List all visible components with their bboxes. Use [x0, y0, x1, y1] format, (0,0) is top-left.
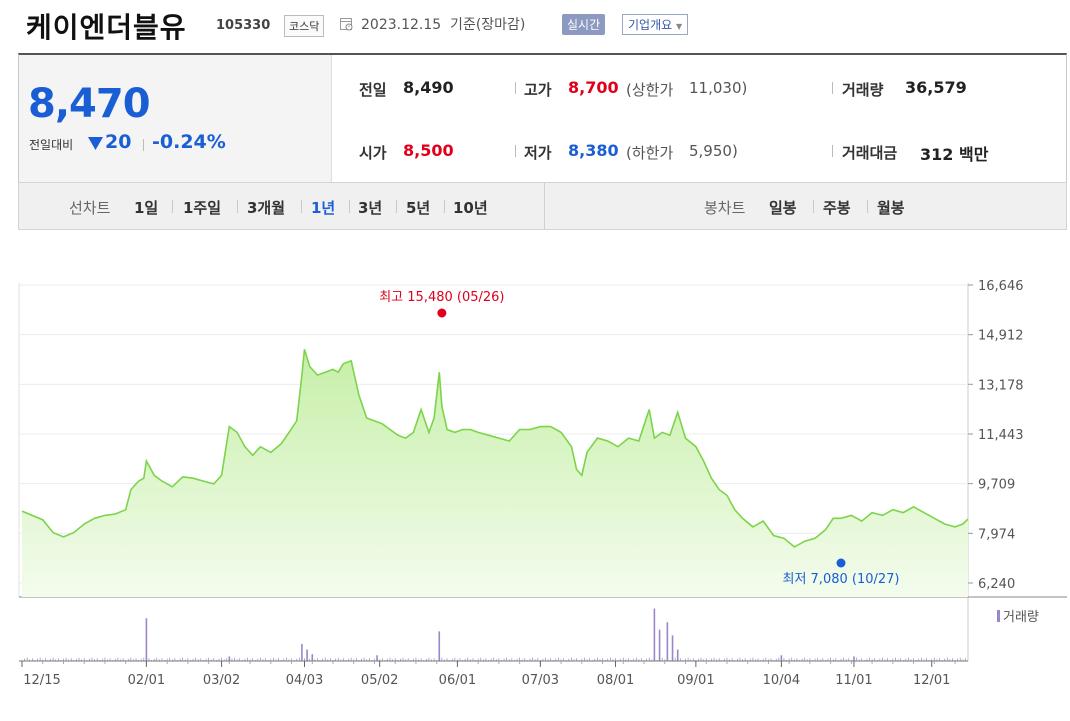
- company-overview-button[interactable]: 기업개요 ▼: [622, 14, 689, 35]
- line-chart-label: 선차트: [69, 199, 111, 217]
- y-tick-label: 11,443: [978, 428, 1024, 443]
- volume-legend-swatch: [997, 610, 1000, 622]
- x-tick-label: 03/02: [203, 673, 240, 688]
- down-triangle-icon: [88, 137, 103, 150]
- calendar-icon: [340, 18, 353, 31]
- open-label: 시가: [359, 144, 387, 162]
- trade-value-label: 거래대금: [842, 144, 898, 162]
- x-tick-label: 04/03: [286, 673, 323, 688]
- divider: [349, 200, 350, 213]
- period-1w[interactable]: 1주일: [183, 199, 222, 217]
- lower-limit-value: 5,950): [689, 142, 738, 160]
- high-label: 고가: [524, 81, 552, 99]
- reference-date: 2023.12.15 기준(장마감): [361, 17, 526, 33]
- chart-axes: [19, 660, 968, 667]
- chevron-down-icon: ▼: [676, 22, 683, 31]
- divider: [237, 200, 238, 213]
- divider: [396, 200, 397, 213]
- candle-chart-label: 봉차트: [704, 199, 746, 217]
- volume-bars: [24, 608, 966, 661]
- open-value: 8,500: [403, 141, 454, 160]
- period-5y[interactable]: 5년: [406, 199, 431, 217]
- price-area-fill: [22, 349, 968, 597]
- divider: [172, 200, 173, 213]
- low-label: 저가: [524, 144, 552, 162]
- period-1y[interactable]: 1년: [311, 199, 336, 217]
- x-tick-label: 06/01: [439, 673, 476, 688]
- divider: [832, 82, 833, 94]
- low-annotation: 최저 7,080 (10/27): [782, 572, 899, 587]
- stock-code: 105330: [216, 18, 271, 33]
- price-area: [21, 349, 969, 597]
- divider: [832, 145, 833, 157]
- lower-limit-label: (하한가: [626, 144, 674, 162]
- x-tick-label: 02/01: [128, 673, 165, 688]
- divider: [444, 200, 445, 213]
- period-3y[interactable]: 3년: [358, 199, 383, 217]
- x-tick-label: 12/15: [23, 673, 60, 688]
- low-marker: [836, 558, 846, 568]
- x-tick-label: 05/02: [361, 673, 398, 688]
- period-selector-bar: 선차트 1일 1주일 3개월 1년 3년 5년 10년 봉차트 일봉 주봉 월봉: [18, 182, 1067, 230]
- current-price: 8,470: [28, 81, 151, 127]
- divider: [515, 145, 516, 157]
- change-label: 전일대비: [29, 138, 74, 152]
- volume-legend-label: 거래량: [1003, 610, 1039, 625]
- y-tick-label: 14,912: [978, 329, 1024, 344]
- price-summary: 8,470 전일대비 20 -0.24% 전일 8,490 고가 8,700 (…: [18, 53, 1067, 183]
- candle-weekly[interactable]: 주봉: [823, 199, 851, 217]
- high-value: 8,700: [568, 78, 619, 97]
- divider: [301, 200, 302, 213]
- prev-close-value: 8,490: [403, 78, 454, 97]
- period-1d[interactable]: 1일: [134, 199, 159, 217]
- x-tick-label: 10/04: [763, 673, 800, 688]
- candle-daily[interactable]: 일봉: [769, 199, 797, 217]
- candle-monthly[interactable]: 월봉: [877, 199, 905, 217]
- x-tick-label: 08/01: [597, 673, 634, 688]
- change-amount: 20: [105, 131, 132, 153]
- company-name: 케이엔더블유: [26, 11, 187, 44]
- y-tick-label: 16,646: [978, 279, 1024, 294]
- divider: [813, 200, 814, 213]
- high-marker: [437, 308, 447, 318]
- upper-limit-value: 11,030): [689, 79, 748, 97]
- high-annotation: 최고 15,480 (05/26): [379, 290, 504, 305]
- x-tick-label: 07/03: [522, 673, 559, 688]
- trade-value-value: 312 백만: [920, 145, 989, 164]
- volume-value: 36,579: [905, 78, 967, 97]
- volume-label: 거래량: [842, 81, 884, 99]
- y-tick-label: 13,178: [978, 378, 1024, 393]
- company-overview-label: 기업개요: [628, 18, 673, 32]
- y-tick-label: 6,240: [978, 577, 1015, 592]
- low-value: 8,380: [568, 141, 619, 160]
- current-price-panel: 8,470 전일대비 20 -0.24%: [19, 55, 332, 183]
- divider: [867, 200, 868, 213]
- price-chart: 16,646 14,912 13,178 11,443 9,709 7,974 6,240 최…: [18, 279, 1067, 688]
- upper-limit-label: (상한가: [626, 81, 674, 99]
- divider: [143, 139, 144, 151]
- change-percent: -0.24%: [152, 131, 226, 153]
- x-tick-label: 12/01: [913, 673, 950, 688]
- divider: [544, 183, 545, 229]
- market-badge: 코스닥: [284, 15, 325, 37]
- divider: [515, 82, 516, 94]
- prev-close-label: 전일: [359, 81, 387, 99]
- y-tick-label: 9,709: [978, 478, 1015, 493]
- price-line: [21, 349, 969, 548]
- period-10y[interactable]: 10년: [453, 199, 488, 217]
- realtime-button[interactable]: 실시간: [562, 14, 606, 35]
- y-tick-label: 7,974: [978, 527, 1015, 542]
- x-tick-label: 09/01: [677, 673, 714, 688]
- period-3m[interactable]: 3개월: [247, 199, 286, 217]
- chart-labels: 16,646 14,912 13,178 11,443 9,709 7,974 6,240 최…: [23, 279, 1039, 688]
- x-tick-label: 11/01: [835, 673, 872, 688]
